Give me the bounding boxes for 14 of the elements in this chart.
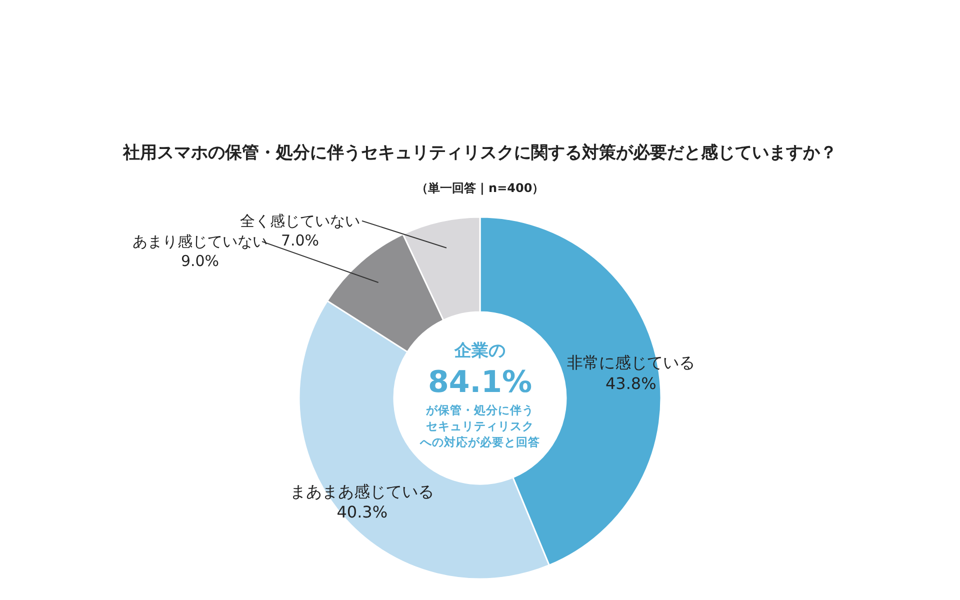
data-label: 7.0%: [280, 231, 320, 250]
slice-label: まあまあ感じている: [290, 482, 434, 501]
text: 企業の: [454, 341, 506, 361]
slice-label: あまり感じていない: [132, 232, 268, 251]
text: 84.1%: [428, 365, 532, 400]
data-label: 40.3%: [336, 502, 388, 522]
data-label: 9.0%: [180, 252, 220, 270]
data-label: 43.8%: [605, 374, 656, 393]
text: への対応が必要と回答: [419, 435, 540, 449]
text: が保管・処分に伴う: [425, 403, 534, 417]
chart-subtitle: （単一回答 | n=400）: [416, 181, 544, 195]
slice-label: 全く感じていない: [240, 212, 360, 230]
chart-title: 社用スマホの保管・処分に伴うセキュリティリスクに関する対策が必要だと感じていますか？: [122, 143, 837, 163]
text: セキュリティリスク: [426, 419, 534, 433]
